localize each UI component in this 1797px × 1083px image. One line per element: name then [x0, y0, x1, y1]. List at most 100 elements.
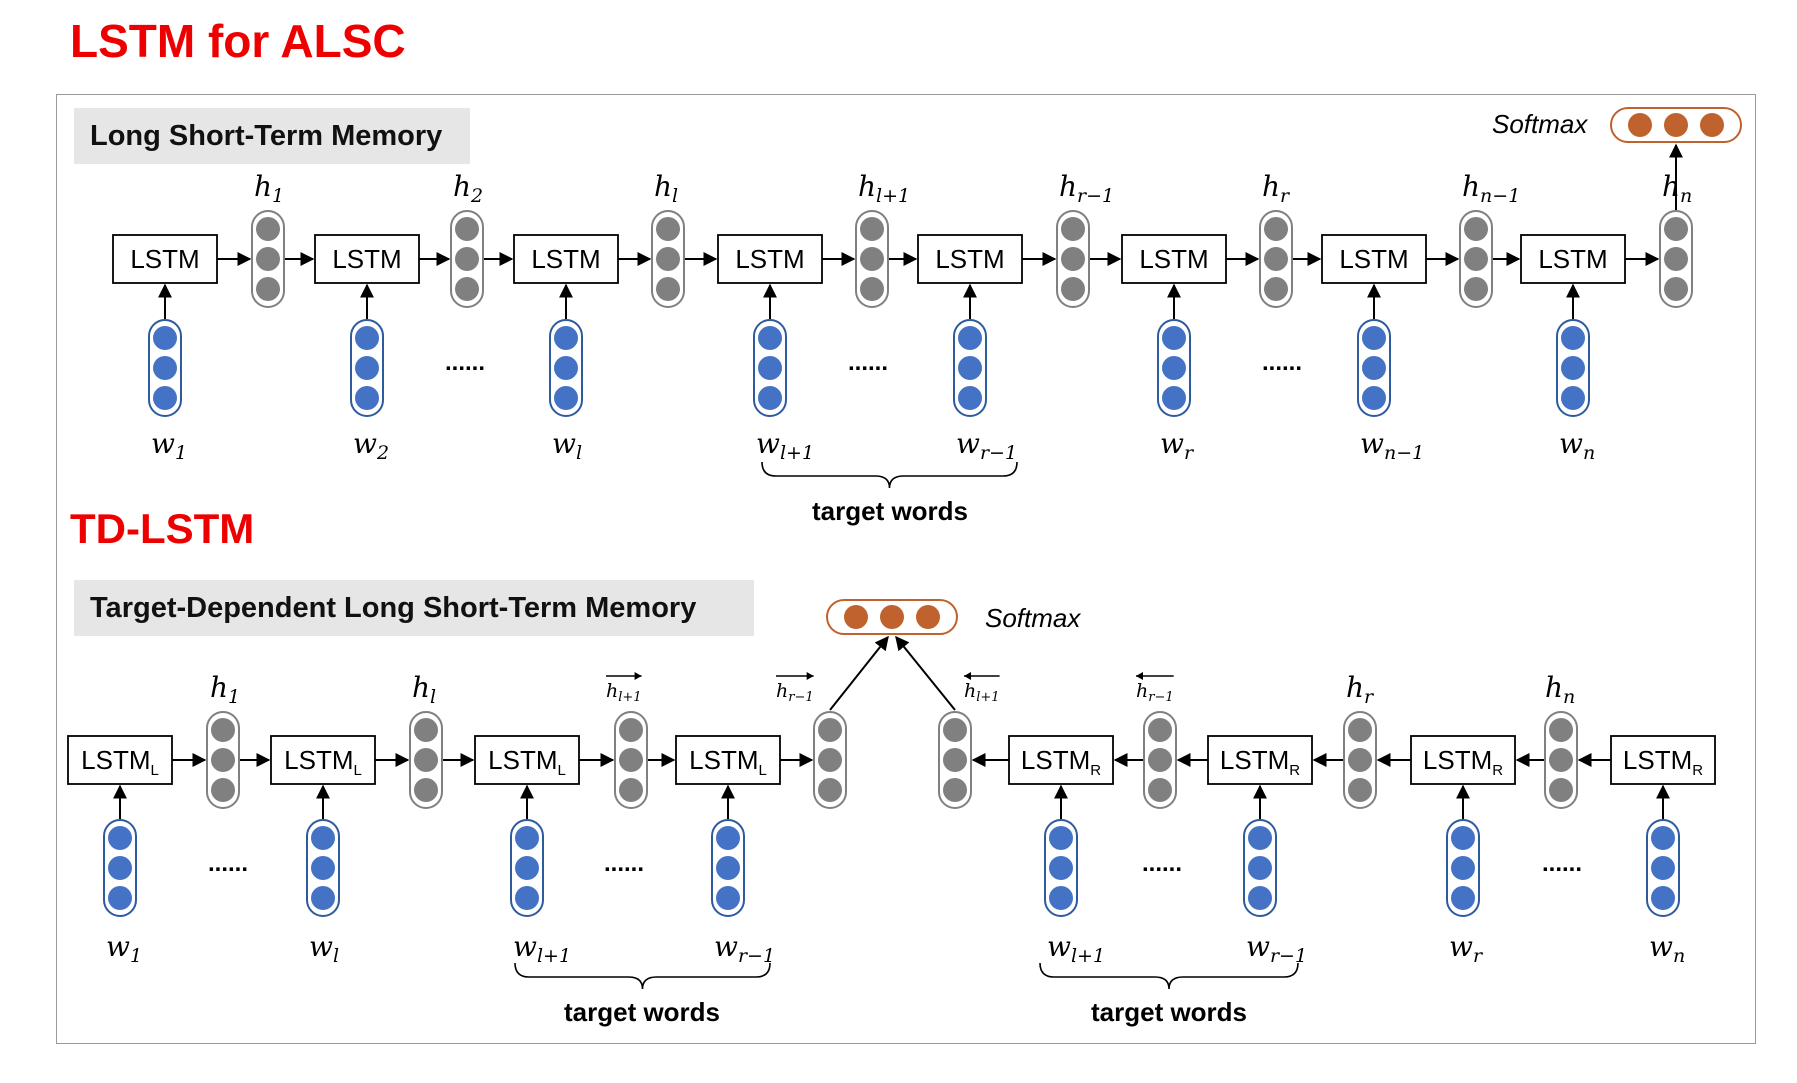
- var-subscript: n: [1673, 945, 1685, 967]
- vector-unit: [1162, 386, 1186, 410]
- lstm-box: [513, 234, 619, 284]
- var-subscript: 1: [130, 945, 142, 967]
- lstm-box: [917, 234, 1023, 284]
- vector-unit: [1549, 718, 1573, 742]
- vector-unit: [153, 356, 177, 380]
- right-word-label-2: wr−1: [1246, 930, 1307, 967]
- title-bottom: TD-LSTM: [70, 505, 255, 552]
- lstm-cell-8: LSTM: [1520, 234, 1626, 284]
- var-subscript: l: [333, 945, 339, 967]
- hidden-state-8: [1659, 210, 1693, 308]
- softmax-unit: [1664, 113, 1688, 137]
- vector-unit: [1549, 748, 1573, 772]
- right-hidden-label-2: hr−1: [1136, 680, 1174, 705]
- vector-unit: [1362, 356, 1386, 380]
- vector-unit: [619, 718, 643, 742]
- var-base: w: [151, 427, 175, 460]
- vector-unit: [619, 748, 643, 772]
- vector-unit: [818, 778, 842, 802]
- left-word-label-1: w1: [106, 930, 142, 967]
- hidden-label-6: hr: [1262, 170, 1291, 207]
- lstm-left-cell-2: LSTML: [270, 735, 376, 785]
- vector-unit: [554, 326, 578, 350]
- left-word-4: [711, 819, 745, 917]
- vector-unit: [108, 886, 132, 910]
- var-subscript: r: [1473, 945, 1484, 967]
- lstm-subscript: L: [354, 762, 362, 779]
- var-base: h: [1346, 671, 1364, 704]
- word-label-6: wr: [1160, 427, 1195, 464]
- var-subscript: l: [576, 442, 582, 464]
- lstm-box: [314, 234, 420, 284]
- var-subscript: r: [1364, 686, 1375, 708]
- var-base: h: [858, 170, 876, 203]
- var-subscript: r−1: [738, 945, 775, 967]
- vector-unit: [414, 718, 438, 742]
- left-hidden-label-3: hl+1: [606, 680, 642, 705]
- word-embedding-1: [148, 319, 182, 417]
- diagram-frame: [56, 94, 1756, 1044]
- lstm-cell-2: LSTM: [314, 234, 420, 284]
- var-subscript: l+1: [618, 690, 641, 705]
- target-brace-top: [761, 461, 1018, 489]
- vector-unit: [958, 326, 982, 350]
- vector-unit: [1362, 386, 1386, 410]
- lstm-label: LSTMR: [1021, 745, 1101, 779]
- word-label-5: wr−1: [956, 427, 1017, 464]
- var-base: h: [1662, 170, 1680, 203]
- var-base: w: [513, 930, 537, 963]
- vector-unit: [311, 826, 335, 850]
- var-base: w: [1449, 930, 1473, 963]
- word-label-7: wn−1: [1360, 427, 1424, 464]
- lstm-box: [717, 234, 823, 284]
- var-base: h: [453, 170, 471, 203]
- lstm-label: LSTML: [81, 745, 159, 779]
- ellipsis-top-2: ......: [848, 349, 888, 376]
- lstm-subscript: R: [1692, 762, 1703, 779]
- vector-unit: [455, 217, 479, 241]
- ellipsis-top-3: ......: [1262, 349, 1302, 376]
- var-subscript: 1: [175, 442, 187, 464]
- vector-unit: [515, 886, 539, 910]
- ellipsis-top-1: ......: [445, 349, 485, 376]
- vector-unit: [311, 886, 335, 910]
- band-bottom: Target-Dependent Long Short-Term Memory: [74, 580, 754, 636]
- vector-unit: [619, 778, 643, 802]
- target-words-top: target words: [812, 496, 968, 526]
- vector-unit: [414, 748, 438, 772]
- lstm-subscript: R: [1492, 762, 1503, 779]
- var-base: h: [964, 680, 976, 702]
- lstm-box: [1008, 735, 1114, 785]
- arrow-right-to-softmax: [895, 635, 956, 711]
- var-subscript: n: [1563, 686, 1575, 708]
- word-embedding-4: [753, 319, 787, 417]
- word-label-4: wl+1: [756, 427, 814, 464]
- vector-unit: [1264, 277, 1288, 301]
- lstm-label: LSTM: [735, 244, 804, 274]
- var-subscript: n: [1680, 185, 1692, 207]
- lstm-label: LSTMR: [1423, 745, 1503, 779]
- word-embedding-5: [953, 319, 987, 417]
- var-base: h: [254, 170, 272, 203]
- var-base: w: [309, 930, 333, 963]
- right-word-1: [1044, 819, 1078, 917]
- softmax-unit: [844, 605, 868, 629]
- lstm-cell-4: LSTM: [717, 234, 823, 284]
- word-label-8: wn: [1559, 427, 1595, 464]
- right-word-label-3: wr: [1449, 930, 1484, 967]
- vector-unit: [1049, 856, 1073, 880]
- lstm-label: LSTML: [284, 745, 362, 779]
- vector-unit: [1264, 217, 1288, 241]
- var-subscript: l+1: [1071, 945, 1105, 967]
- var-base: w: [1160, 427, 1184, 460]
- left-hidden-label-1: h1: [210, 671, 240, 708]
- vector-unit: [1651, 886, 1675, 910]
- var-subscript: n−1: [1480, 185, 1520, 207]
- vector-unit: [211, 748, 235, 772]
- right-hidden-label-1: hl+1: [964, 680, 1000, 705]
- var-subscript: l+1: [780, 442, 814, 464]
- lstm-box: [1121, 234, 1227, 284]
- lstm-subscript: L: [558, 762, 566, 779]
- vector-unit: [1248, 856, 1272, 880]
- var-base: w: [1559, 427, 1583, 460]
